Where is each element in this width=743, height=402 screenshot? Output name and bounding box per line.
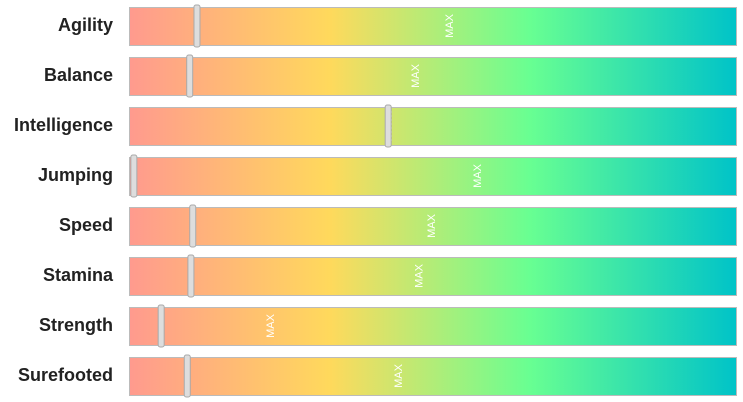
slider-handle[interactable] [193,4,201,48]
slider-handle[interactable] [384,104,392,148]
stat-bar[interactable] [129,107,737,146]
stat-label: Stamina [43,265,114,285]
max-label: MAX [414,263,426,288]
slider-handle[interactable] [183,354,191,398]
stat-label: Speed [59,215,113,235]
slider-handle[interactable] [130,154,138,198]
stat-bar[interactable] [129,157,737,196]
stat-bar[interactable] [129,307,737,346]
stat-label: Surefooted [18,365,113,385]
max-label: MAX [410,63,422,88]
stat-label: Balance [44,65,113,85]
stat-bar[interactable] [129,257,737,296]
max-label: MAX [444,13,456,38]
max-label: MAX [426,213,438,238]
stat-label: Intelligence [14,115,113,135]
max-label: MAX [472,163,484,188]
stat-bar[interactable] [129,207,737,246]
stat-label: Jumping [38,165,113,185]
max-label: MAX [265,313,277,338]
slider-handle[interactable] [186,54,194,98]
stat-bar[interactable] [129,57,737,96]
slider-handle[interactable] [189,204,197,248]
slider-handle[interactable] [187,254,195,298]
max-label: MAX [393,363,405,388]
stat-label: Agility [58,15,113,35]
stat-bar[interactable] [129,357,737,396]
stat-label: Strength [39,315,113,335]
slider-handle[interactable] [157,304,165,348]
stat-bar[interactable] [129,7,737,46]
